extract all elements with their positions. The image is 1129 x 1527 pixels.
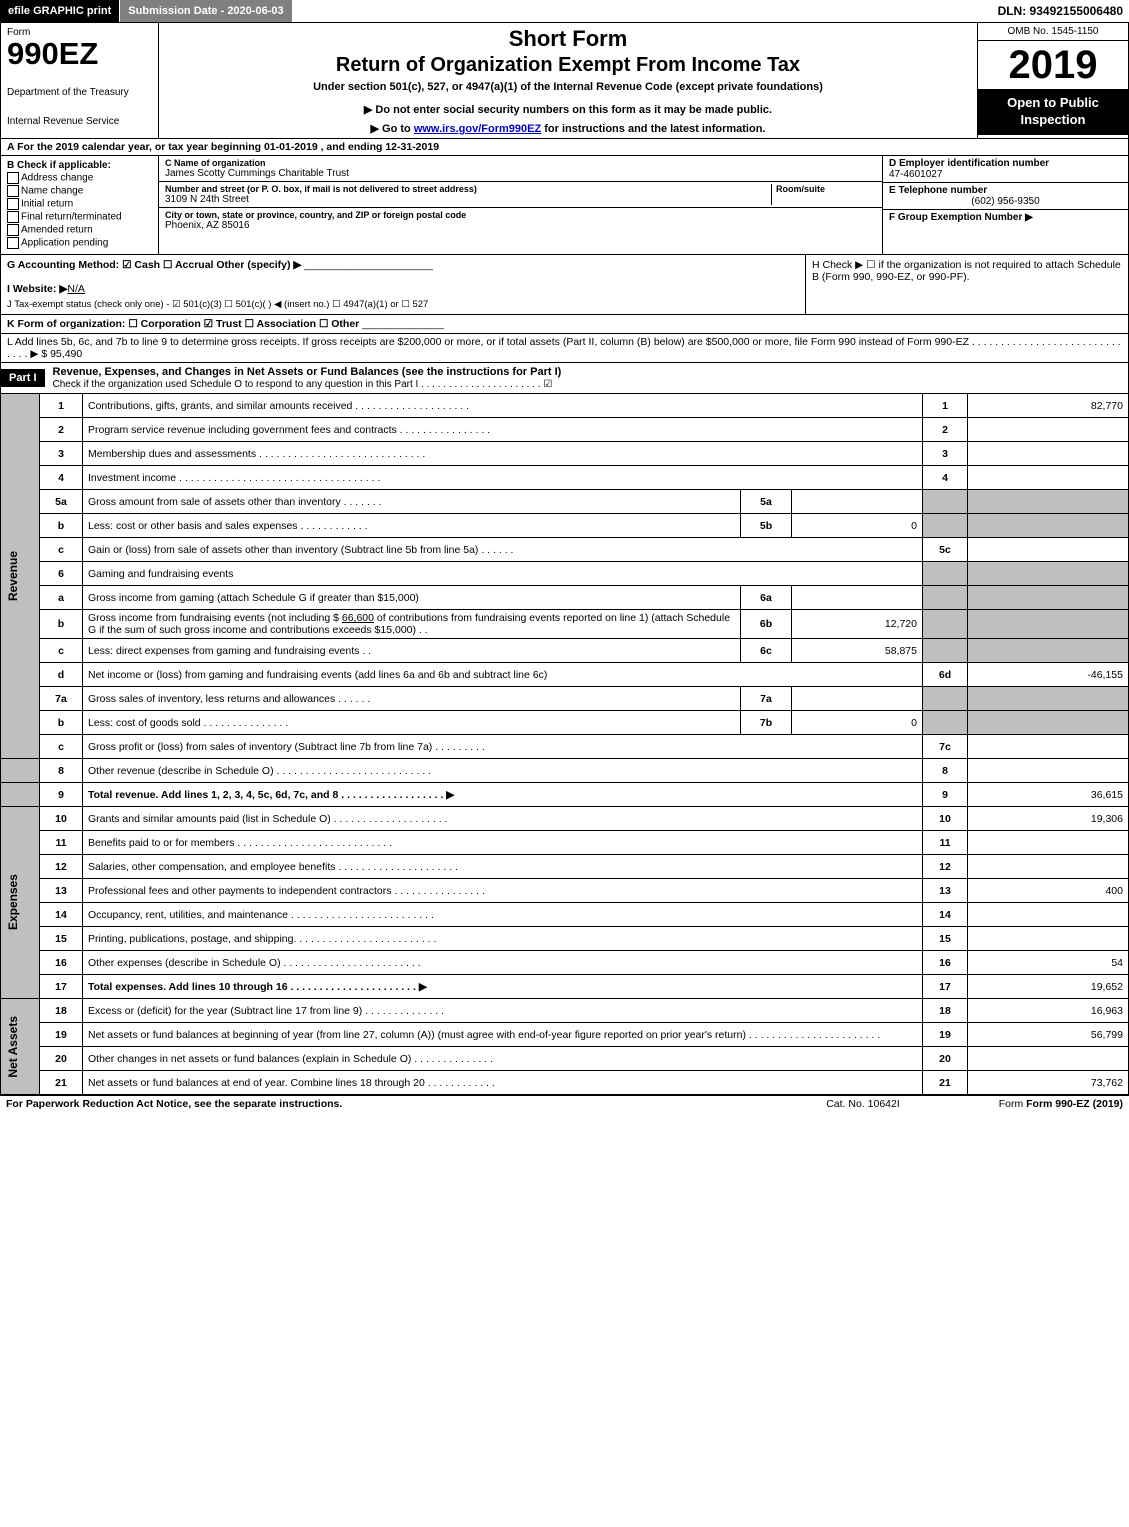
omb-number: OMB No. 1545-1150 <box>978 23 1128 41</box>
accounting-method: G Accounting Method: ☑ Cash ☐ Accrual Ot… <box>7 259 799 271</box>
line-12: 12Salaries, other compensation, and empl… <box>1 855 1129 879</box>
return-title: Return of Organization Exempt From Incom… <box>167 54 969 77</box>
line-7b: bLess: cost of goods sold . . . . . . . … <box>1 711 1129 735</box>
part-i-label: Part I <box>1 369 45 387</box>
line-13: 13Professional fees and other payments t… <box>1 879 1129 903</box>
tax-exempt-status: J Tax-exempt status (check only one) - ☑… <box>7 299 799 310</box>
b-title: B Check if applicable: <box>7 160 152 171</box>
ssn-note: ▶ Do not enter social security numbers o… <box>167 103 969 116</box>
line-5c: cGain or (loss) from sale of assets othe… <box>1 538 1129 562</box>
header-left: Form 990EZ Department of the Treasury In… <box>1 23 159 138</box>
line-11: 11Benefits paid to or for members . . . … <box>1 831 1129 855</box>
line-18: Net Assets18Excess or (deficit) for the … <box>1 999 1129 1023</box>
line-14: 14Occupancy, rent, utilities, and mainte… <box>1 903 1129 927</box>
paperwork-notice: For Paperwork Reduction Act Notice, see … <box>6 1098 783 1110</box>
phone-row: E Telephone number (602) 956-9350 <box>883 183 1128 210</box>
chk-amended[interactable]: Amended return <box>7 224 152 236</box>
line-6a: aGross income from gaming (attach Schedu… <box>1 586 1129 610</box>
section-def: D Employer identification number 47-4601… <box>882 156 1128 254</box>
form-ref: Form Form 990-EZ (2019) <box>943 1098 1123 1110</box>
line-6d: dNet income or (loss) from gaming and fu… <box>1 663 1129 687</box>
efile-button[interactable]: efile GRAPHIC print <box>0 0 120 22</box>
line-4: 4Investment income . . . . . . . . . . .… <box>1 466 1129 490</box>
line-6b: bGross income from fundraising events (n… <box>1 610 1129 639</box>
under-section: Under section 501(c), 527, or 4947(a)(1)… <box>167 81 969 93</box>
dept-irs: Internal Revenue Service <box>7 116 152 127</box>
line-15: 15Printing, publications, postage, and s… <box>1 927 1129 951</box>
gross-receipts-value: 95,490 <box>50 348 82 360</box>
org-name-row: C Name of organization James Scotty Cumm… <box>159 156 882 182</box>
street-row: Number and street (or P. O. box, if mail… <box>159 182 882 208</box>
line-9: 9Total revenue. Add lines 1, 2, 3, 4, 5c… <box>1 783 1129 807</box>
line-6c: cLess: direct expenses from gaming and f… <box>1 639 1129 663</box>
header-center: Short Form Return of Organization Exempt… <box>159 23 977 138</box>
line-10: Expenses10Grants and similar amounts pai… <box>1 807 1129 831</box>
line-5b: bLess: cost or other basis and sales exp… <box>1 514 1129 538</box>
top-bar: efile GRAPHIC print Submission Date - 20… <box>0 0 1129 23</box>
section-b: B Check if applicable: Address change Na… <box>1 156 159 254</box>
lines-table: Revenue1Contributions, gifts, grants, an… <box>0 394 1129 1095</box>
line-19: 19Net assets or fund balances at beginni… <box>1 1023 1129 1047</box>
line-8: 8Other revenue (describe in Schedule O) … <box>1 759 1129 783</box>
ein-value: 47-4601027 <box>889 169 1122 180</box>
inspection-box: Open to Public Inspection <box>978 89 1128 135</box>
h-schedule-b: H Check ▶ ☐ if the organization is not r… <box>805 255 1128 314</box>
irs-link[interactable]: www.irs.gov/Form990EZ <box>414 123 541 135</box>
row-l-gross-receipts: L Add lines 5b, 6c, and 7b to line 9 to … <box>0 334 1129 363</box>
line-21: 21Net assets or fund balances at end of … <box>1 1071 1129 1095</box>
line-7c: cGross profit or (loss) from sales of in… <box>1 735 1129 759</box>
line-16: 16Other expenses (describe in Schedule O… <box>1 951 1129 975</box>
line-1: Revenue1Contributions, gifts, grants, an… <box>1 394 1129 418</box>
org-name: James Scotty Cummings Charitable Trust <box>165 168 876 179</box>
line-17: 17Total expenses. Add lines 10 through 1… <box>1 975 1129 999</box>
entity-block: B Check if applicable: Address change Na… <box>0 156 1129 255</box>
line-3: 3Membership dues and assessments . . . .… <box>1 442 1129 466</box>
line-2: 2Program service revenue including gover… <box>1 418 1129 442</box>
dept-treasury: Department of the Treasury <box>7 87 152 98</box>
ghij-left: G Accounting Method: ☑ Cash ☐ Accrual Ot… <box>1 255 805 314</box>
row-a-tax-year: A For the 2019 calendar year, or tax yea… <box>0 139 1129 156</box>
form-header: Form 990EZ Department of the Treasury In… <box>0 23 1129 139</box>
website-row: I Website: ▶N/A <box>7 283 799 295</box>
chk-name-change[interactable]: Name change <box>7 185 152 197</box>
tax-year: 2019 <box>978 41 1128 89</box>
city-row: City or town, state or province, country… <box>159 208 882 233</box>
part-i-header: Part I Revenue, Expenses, and Changes in… <box>0 363 1129 394</box>
ein-row: D Employer identification number 47-4601… <box>883 156 1128 183</box>
line-7a: 7aGross sales of inventory, less returns… <box>1 687 1129 711</box>
line-6: 6Gaming and fundraising events <box>1 562 1129 586</box>
section-c: C Name of organization James Scotty Cumm… <box>159 156 882 254</box>
line-20: 20Other changes in net assets or fund ba… <box>1 1047 1129 1071</box>
chk-pending[interactable]: Application pending <box>7 237 152 249</box>
cat-no: Cat. No. 10642I <box>783 1098 943 1110</box>
group-exemption-row: F Group Exemption Number ▶ <box>883 210 1128 254</box>
gh-block: G Accounting Method: ☑ Cash ☐ Accrual Ot… <box>0 255 1129 315</box>
chk-address-change[interactable]: Address change <box>7 172 152 184</box>
chk-final-return[interactable]: Final return/terminated <box>7 211 152 223</box>
header-right: OMB No. 1545-1150 2019 Open to Public In… <box>977 23 1128 138</box>
city-state-zip: Phoenix, AZ 85016 <box>165 220 876 231</box>
phone-value: (602) 956-9350 <box>889 196 1122 207</box>
chk-initial-return[interactable]: Initial return <box>7 198 152 210</box>
line-5a: 5aGross amount from sale of assets other… <box>1 490 1129 514</box>
form-number: 990EZ <box>7 38 152 69</box>
dln-label: DLN: 93492155006480 <box>992 0 1129 22</box>
goto-note: ▶ Go to www.irs.gov/Form990EZ for instru… <box>167 122 969 135</box>
row-k-org-form: K Form of organization: ☐ Corporation ☑ … <box>0 315 1129 334</box>
page-footer: For Paperwork Reduction Act Notice, see … <box>0 1095 1129 1112</box>
street-address: 3109 N 24th Street <box>165 194 771 205</box>
short-form-title: Short Form <box>167 26 969 52</box>
submission-date: Submission Date - 2020-06-03 <box>120 0 291 22</box>
